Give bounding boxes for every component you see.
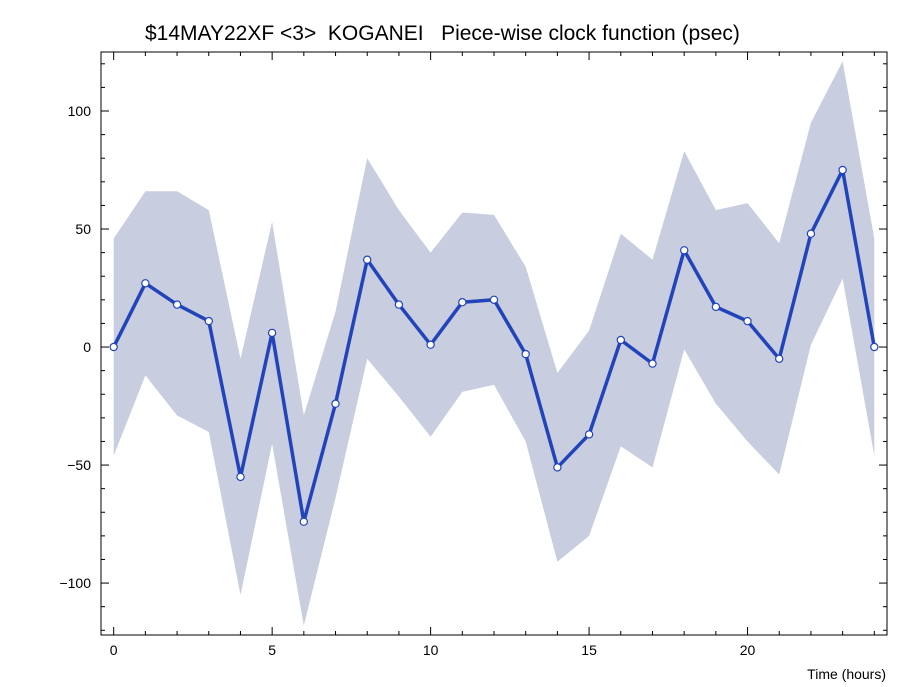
data-point bbox=[458, 298, 467, 307]
uncertainty-band-layer bbox=[113, 61, 875, 626]
x-tick-label: 10 bbox=[423, 642, 439, 658]
data-point bbox=[711, 302, 721, 312]
data-point bbox=[172, 300, 182, 309]
data-point bbox=[489, 295, 499, 304]
x-tick-label: 0 bbox=[110, 642, 118, 658]
y-tick-label: 0 bbox=[83, 339, 91, 355]
uncertainty-band bbox=[113, 61, 875, 626]
data-point bbox=[236, 472, 245, 482]
data-point bbox=[394, 300, 404, 309]
data-point bbox=[521, 349, 530, 359]
data-point bbox=[838, 165, 847, 175]
x-tick-label: 5 bbox=[268, 642, 276, 658]
data-point bbox=[267, 328, 277, 338]
axis-ticks bbox=[101, 52, 887, 635]
data-point bbox=[616, 335, 626, 345]
data-point bbox=[299, 517, 308, 526]
data-point bbox=[331, 399, 340, 408]
data-point bbox=[775, 354, 784, 363]
x-tick-label: 20 bbox=[740, 642, 756, 658]
data-point bbox=[204, 316, 213, 326]
data-point bbox=[553, 463, 562, 472]
y-tick-label: −100 bbox=[59, 575, 91, 591]
x-axis-label: Time (hours) bbox=[807, 666, 886, 682]
y-tick-label: 50 bbox=[75, 221, 91, 237]
data-point bbox=[363, 255, 372, 264]
data-point bbox=[141, 279, 150, 288]
y-tick-label: 100 bbox=[68, 103, 92, 119]
x-tick-labels: 0 5 10 15 20 bbox=[110, 642, 756, 658]
y-tick-labels: −100 −50 0 50 100 bbox=[59, 103, 91, 591]
data-point bbox=[743, 316, 752, 326]
data-point bbox=[584, 430, 594, 439]
data-point bbox=[680, 246, 689, 255]
x-tick-label: 15 bbox=[581, 642, 597, 658]
data-point bbox=[426, 340, 435, 349]
data-point bbox=[648, 359, 657, 368]
y-tick-label: −50 bbox=[67, 457, 91, 473]
data-point bbox=[806, 229, 816, 238]
data-point bbox=[870, 342, 879, 352]
data-points-layer bbox=[109, 165, 879, 526]
chart-title: $14MAY22XF <3> KOGANEI Piece-wise clock … bbox=[145, 22, 740, 45]
data-point bbox=[109, 342, 118, 352]
